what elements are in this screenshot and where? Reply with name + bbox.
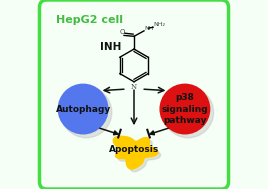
Text: NH₂: NH₂ bbox=[153, 22, 165, 27]
Text: NH: NH bbox=[144, 26, 154, 30]
Text: Autophagy: Autophagy bbox=[55, 105, 111, 114]
Text: p38
signaling
pathway: p38 signaling pathway bbox=[162, 93, 208, 125]
Polygon shape bbox=[113, 136, 158, 169]
FancyBboxPatch shape bbox=[39, 0, 229, 189]
Circle shape bbox=[163, 87, 214, 138]
Polygon shape bbox=[116, 139, 161, 172]
Text: Apoptosis: Apoptosis bbox=[109, 146, 159, 154]
Text: HepG2 cell: HepG2 cell bbox=[56, 15, 123, 25]
Text: N: N bbox=[131, 83, 137, 91]
Text: O: O bbox=[120, 29, 125, 35]
Text: INH: INH bbox=[100, 42, 121, 52]
Circle shape bbox=[58, 84, 109, 135]
Circle shape bbox=[61, 87, 112, 138]
Circle shape bbox=[159, 84, 210, 135]
